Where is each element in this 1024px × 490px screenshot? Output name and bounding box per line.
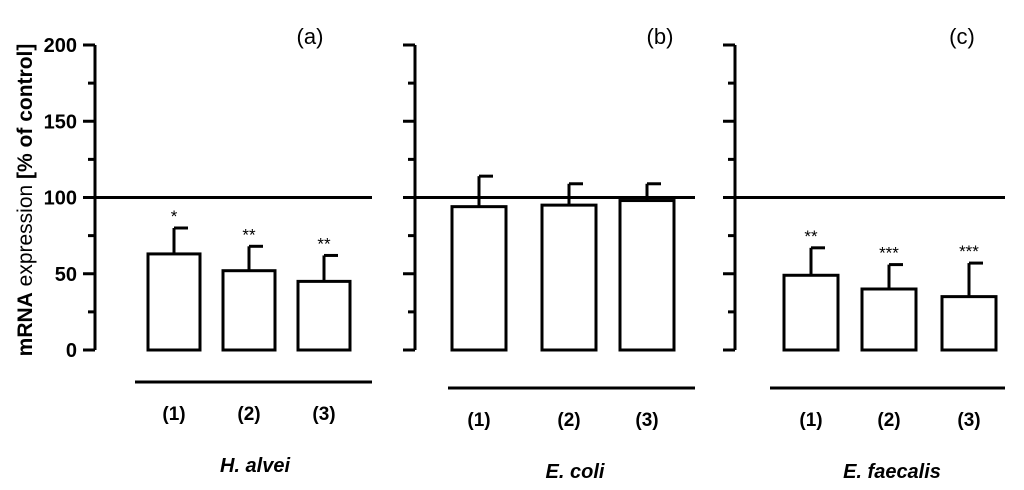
chart-marks: 0 50 100 150 200 * (1) ** (2) ** (3) (a) H. alvei (1)… xyxy=(44,24,1005,483)
y-tick-label: 150 xyxy=(44,111,77,133)
bar xyxy=(450,205,508,352)
category-label: (1) xyxy=(467,410,490,431)
y-axis-label: mRNA expression [% of control] xyxy=(14,44,37,357)
bar xyxy=(221,269,277,352)
significance-marker: *** xyxy=(879,244,899,263)
species-label: H. alvei xyxy=(220,455,290,477)
panel-label: (c) xyxy=(949,24,975,49)
bar xyxy=(940,295,998,352)
bar xyxy=(540,203,598,352)
category-label: (3) xyxy=(635,410,658,431)
y-axis-label-part-1: mRNA xyxy=(14,292,37,356)
category-label: (3) xyxy=(312,404,335,425)
panel-label: (b) xyxy=(647,24,674,49)
species-label: E. coli xyxy=(546,461,605,483)
category-label: (3) xyxy=(957,410,980,431)
y-axis-label-part-3: [% of control] xyxy=(14,44,37,179)
category-label: (2) xyxy=(237,404,260,425)
category-label: (2) xyxy=(877,410,900,431)
category-label: (2) xyxy=(557,410,580,431)
significance-marker: ** xyxy=(804,227,818,246)
significance-marker: * xyxy=(171,207,178,226)
y-tick-label: 0 xyxy=(66,340,77,362)
bar xyxy=(618,199,676,352)
bar xyxy=(146,252,202,352)
y-tick-label: 200 xyxy=(44,35,77,57)
significance-marker: ** xyxy=(317,234,331,253)
panel-label: (a) xyxy=(297,24,324,49)
category-label: (1) xyxy=(799,410,822,431)
significance-marker: *** xyxy=(959,242,979,261)
bar xyxy=(296,279,352,352)
bar xyxy=(860,287,918,352)
significance-marker: ** xyxy=(242,225,256,244)
species-label: E. faecalis xyxy=(843,461,941,483)
y-tick-label: 100 xyxy=(44,188,77,210)
y-tick-label: 50 xyxy=(55,264,77,286)
bar xyxy=(782,273,840,352)
category-label: (1) xyxy=(162,404,185,425)
y-axis-label-part-2: expression xyxy=(14,179,37,292)
